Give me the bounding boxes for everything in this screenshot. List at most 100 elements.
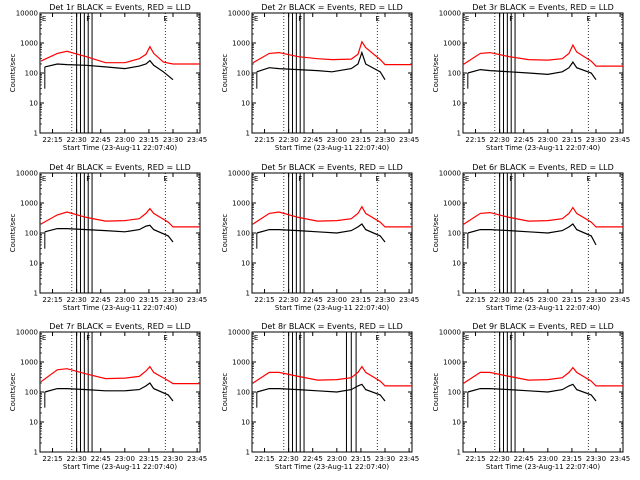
x-tick-label: 23:15 xyxy=(351,136,371,144)
y-axis-label: Counts/sec xyxy=(432,373,440,412)
x-tick-label: 22:45 xyxy=(303,455,323,463)
x-tick-label: 22:15 xyxy=(254,136,274,144)
y-axis-label: Counts/sec xyxy=(221,54,229,93)
x-tick-label: 22:45 xyxy=(303,136,323,144)
segment-marker-label: E xyxy=(586,175,590,183)
lld-series-line xyxy=(40,207,200,228)
y-tick-label: 100 xyxy=(237,230,250,238)
y-tick-label: 10000 xyxy=(228,170,250,178)
y-tick-label: 1000 xyxy=(232,40,250,48)
y-tick-label: 1000 xyxy=(20,200,38,208)
x-tick-label: 23:30 xyxy=(586,136,606,144)
x-tick-label: 22:45 xyxy=(514,136,534,144)
segment-marker-label: E xyxy=(465,334,469,342)
plot-frame xyxy=(39,12,201,134)
segment-marker-label: E xyxy=(254,334,258,342)
lld-series-line xyxy=(463,43,623,67)
x-tick-label: 23:45 xyxy=(399,136,419,144)
y-tick-label: 1000 xyxy=(443,359,461,367)
y-tick-label: 1 xyxy=(457,449,461,457)
x-tick-label: 23:30 xyxy=(586,455,606,463)
panel-title: Det 8r BLACK = Events, RED = LLD xyxy=(261,322,403,331)
lld-series-line xyxy=(252,365,412,387)
x-tick-label: 23:15 xyxy=(139,136,159,144)
panel-title: Det 3r BLACK = Events, RED = LLD xyxy=(472,3,614,12)
y-tick-label: 100 xyxy=(448,230,461,238)
x-tick-label: 23:15 xyxy=(562,455,582,463)
x-tick-label: 22:45 xyxy=(514,455,534,463)
x-tick-label: 23:00 xyxy=(327,455,347,463)
panel-title: Det 4r BLACK = Events, RED = LLD xyxy=(49,163,191,172)
segment-marker-label: E xyxy=(375,175,379,183)
events-series-line xyxy=(256,50,386,81)
y-tick-label: 1000 xyxy=(443,200,461,208)
y-tick-label: 10 xyxy=(241,260,250,268)
x-tick-label: 22:15 xyxy=(254,455,274,463)
detector-panel: Det 9r BLACK = Events, RED = LLD 1 10 100 10… xyxy=(432,322,630,471)
x-tick-label: 22:45 xyxy=(91,136,111,144)
lld-series-line xyxy=(40,45,200,65)
x-tick-label: 23:45 xyxy=(610,455,630,463)
x-tick-label: 23:00 xyxy=(538,296,558,304)
y-tick-label: 100 xyxy=(25,70,38,78)
x-tick-label: 23:30 xyxy=(163,136,183,144)
y-tick-label: 100 xyxy=(237,70,250,78)
y-axis-label: Counts/sec xyxy=(432,214,440,253)
y-tick-label: 1 xyxy=(246,130,250,138)
y-axis-label: Counts/sec xyxy=(221,373,229,412)
y-tick-label: 10000 xyxy=(16,10,38,18)
panel-title: Det 1r BLACK = Events, RED = LLD xyxy=(49,3,191,12)
y-tick-label: 100 xyxy=(25,389,38,397)
y-tick-label: 1 xyxy=(246,290,250,298)
x-tick-label: 22:30 xyxy=(279,136,299,144)
segment-marker-label: E xyxy=(375,334,379,342)
segment-marker-label: E xyxy=(254,15,258,23)
x-tick-label: 22:15 xyxy=(465,455,485,463)
x-axis-label: Start Time (23-Aug-11 22:07:40) xyxy=(275,463,389,471)
x-tick-label: 23:00 xyxy=(115,136,135,144)
x-tick-label: 22:15 xyxy=(42,296,62,304)
y-axis-label: Counts/sec xyxy=(9,54,17,93)
x-tick-label: 23:30 xyxy=(375,136,395,144)
x-tick-label: 22:45 xyxy=(91,455,111,463)
panel-title: Det 2r BLACK = Events, RED = LLD xyxy=(261,3,403,12)
x-axis-label: Start Time (23-Aug-11 22:07:40) xyxy=(63,144,177,152)
x-tick-label: 23:45 xyxy=(187,136,207,144)
x-tick-label: 23:15 xyxy=(562,296,582,304)
y-axis-label: Counts/sec xyxy=(9,373,17,412)
x-tick-label: 23:45 xyxy=(610,136,630,144)
segment-marker-label: E xyxy=(163,15,167,23)
x-axis-label: Start Time (23-Aug-11 22:07:40) xyxy=(486,304,600,312)
x-tick-label: 22:30 xyxy=(279,455,299,463)
y-tick-label: 100 xyxy=(25,230,38,238)
y-tick-label: 10 xyxy=(241,419,250,427)
y-tick-label: 100 xyxy=(448,70,461,78)
x-axis-label: Start Time (23-Aug-11 22:07:40) xyxy=(275,304,389,312)
x-tick-label: 23:30 xyxy=(375,455,395,463)
detector-panel: Det 2r BLACK = Events, RED = LLD 1 10 100 10… xyxy=(221,3,419,152)
x-tick-label: 23:00 xyxy=(327,296,347,304)
y-axis-label: Counts/sec xyxy=(9,214,17,253)
x-tick-label: 22:45 xyxy=(303,296,323,304)
events-series-line xyxy=(44,382,174,402)
events-series-line xyxy=(256,223,386,243)
y-tick-label: 1000 xyxy=(20,359,38,367)
events-series-line xyxy=(467,383,597,402)
panel-title: Det 7r BLACK = Events, RED = LLD xyxy=(49,322,191,331)
x-tick-label: 23:15 xyxy=(351,296,371,304)
lld-series-line xyxy=(463,366,623,387)
x-tick-label: 23:15 xyxy=(562,136,582,144)
segment-marker-label: E xyxy=(375,15,379,23)
x-tick-label: 22:45 xyxy=(91,296,111,304)
x-tick-label: 22:45 xyxy=(514,296,534,304)
x-tick-label: 23:00 xyxy=(538,455,558,463)
segment-marker-label: E xyxy=(586,15,590,23)
y-tick-label: 10 xyxy=(452,260,461,268)
x-tick-label: 22:15 xyxy=(42,136,62,144)
x-axis-label: Start Time (23-Aug-11 22:07:40) xyxy=(63,463,177,471)
detector-panel: Det 3r BLACK = Events, RED = LLD 1 10 100 10… xyxy=(432,3,630,152)
x-tick-label: 23:00 xyxy=(327,136,347,144)
panel-title: Det 5r BLACK = Events, RED = LLD xyxy=(261,163,403,172)
x-tick-label: 23:45 xyxy=(399,455,419,463)
events-series-line xyxy=(44,59,174,81)
